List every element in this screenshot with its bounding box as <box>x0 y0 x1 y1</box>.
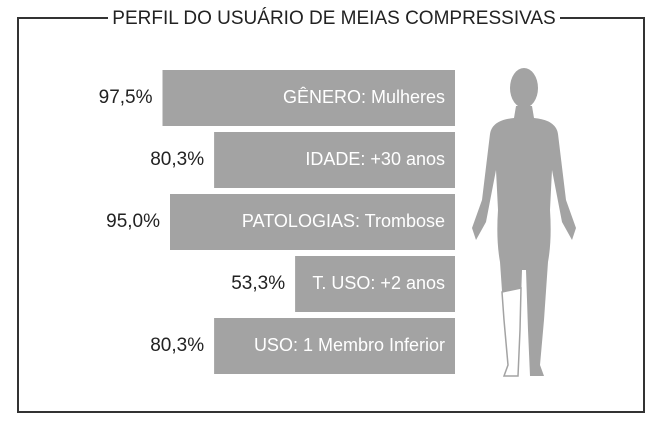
bar <box>214 318 455 374</box>
bar <box>162 70 455 126</box>
value-label: 80,3% <box>150 149 204 170</box>
bar <box>170 194 455 250</box>
category-label: PATOLOGIAS: Trombose <box>242 211 445 231</box>
category-label: IDADE: +30 anos <box>305 149 445 169</box>
stocking <box>501 287 522 377</box>
category-label: T. USO: +2 anos <box>312 273 445 293</box>
value-label: 95,0% <box>106 211 160 232</box>
value-label: 97,5% <box>99 87 153 108</box>
title-backdrop <box>108 6 560 32</box>
body <box>472 106 576 376</box>
bar <box>214 132 455 188</box>
value-label: 80,3% <box>150 335 204 356</box>
value-label: 53,3% <box>231 273 285 294</box>
head <box>510 68 538 108</box>
silhouette <box>472 68 576 377</box>
category-label: GÊNERO: Mulheres <box>283 87 445 107</box>
chart-title: PERFIL DO USUÁRIO DE MEIAS COMPRESSIVAS <box>112 8 555 29</box>
bar <box>295 256 455 312</box>
category-label: USO: 1 Membro Inferior <box>254 335 445 355</box>
